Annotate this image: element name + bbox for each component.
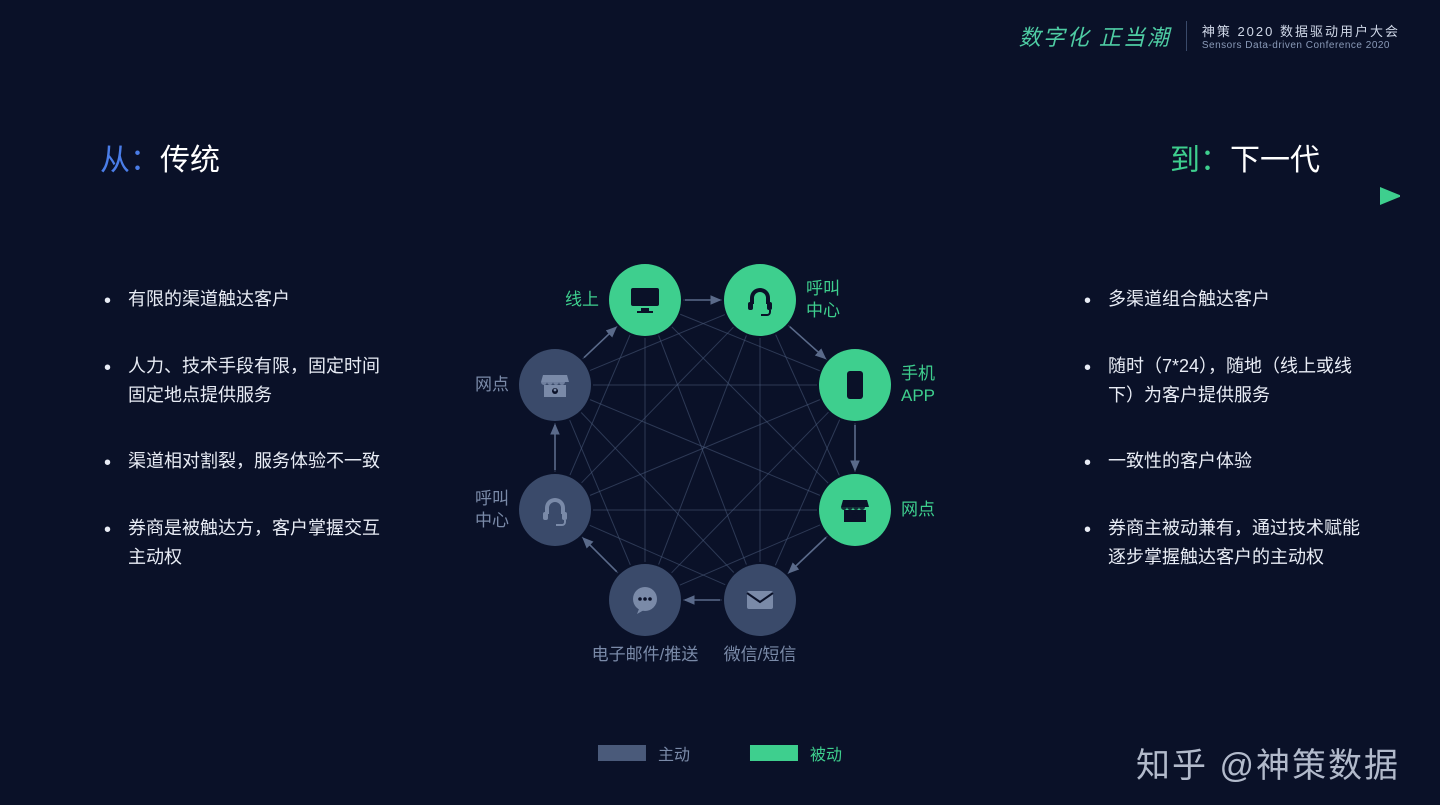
header-brand: 数字化 正当潮 神策 2020 数据驱动用户大会 Sensors Data-dr… [1019, 20, 1400, 52]
diagram-node-online: 线上 [609, 264, 681, 336]
node-label: 网点 [901, 499, 935, 521]
diagram-node-branch_l: 网点 [519, 349, 591, 421]
right-bullet-list: 多渠道组合触达客户随时（7*24），随地（线上或线下）为客户提供服务一致性的客户… [1080, 285, 1360, 572]
diagram-node-app: 手机APP [819, 349, 891, 421]
node-label: 呼叫中心 [475, 488, 509, 532]
arrow-icon [90, 185, 1400, 207]
brand-logo: 数字化 正当潮 [1019, 20, 1171, 52]
title-left-prefix: 从： [100, 144, 160, 177]
bullet-item: 渠道相对割裂，服务体验不一致 [100, 447, 380, 476]
node-label: 呼叫中心 [806, 278, 840, 322]
store-icon [519, 349, 591, 421]
headset-icon [724, 264, 796, 336]
legend-swatch-active [750, 745, 798, 761]
node-label: 线上 [565, 289, 599, 311]
diagram-node-callcenter_l: 呼叫中心 [519, 474, 591, 546]
bullet-item: 人力、技术手段有限，固定时间固定地点提供服务 [100, 352, 380, 410]
bullet-item: 随时（7*24），随地（线上或线下）为客户提供服务 [1080, 352, 1360, 410]
legend-passive-label: 主动 [658, 741, 690, 765]
title-right: 到：下一代 [1170, 135, 1320, 179]
node-label: 微信/短信 [724, 644, 797, 666]
diagram-connections [430, 255, 990, 685]
title-row: 从：传统 到：下一代 [100, 135, 1380, 179]
left-bullet-list: 有限的渠道触达客户人力、技术手段有限，固定时间固定地点提供服务渠道相对割裂，服务… [100, 285, 380, 572]
network-diagram: 线上呼叫中心网点手机APP呼叫中心网点电子邮件/推送微信/短信 [430, 255, 990, 685]
legend-swatch-passive [598, 745, 646, 761]
gradient-arrow [90, 185, 1400, 212]
title-right-main: 下一代 [1230, 144, 1320, 177]
envelope-icon [724, 564, 796, 636]
phone-icon [819, 349, 891, 421]
legend-active: 被动 [750, 741, 842, 765]
store-icon [819, 474, 891, 546]
bullet-item: 券商主被动兼有，通过技术赋能逐步掌握触达客户的主动权 [1080, 514, 1360, 572]
bullet-item: 券商是被触达方，客户掌握交互主动权 [100, 514, 380, 572]
headset-icon [519, 474, 591, 546]
title-left-main: 传统 [160, 144, 220, 177]
legend: 主动 被动 [598, 741, 842, 765]
bullet-item: 一致性的客户体验 [1080, 447, 1360, 476]
node-label: 网点 [475, 374, 509, 396]
monitor-icon [609, 264, 681, 336]
diagram-node-branch_r: 网点 [819, 474, 891, 546]
bullet-item: 有限的渠道触达客户 [100, 285, 380, 314]
node-label: 电子邮件/推送 [592, 644, 699, 666]
brand-text: 神策 2020 数据驱动用户大会 Sensors Data-driven Con… [1186, 21, 1400, 51]
diagram-node-wechat: 微信/短信 [724, 564, 796, 636]
right-column: 多渠道组合触达客户随时（7*24），随地（线上或线下）为客户提供服务一致性的客户… [1080, 285, 1360, 610]
legend-passive: 主动 [598, 741, 690, 765]
brand-text-en: Sensors Data-driven Conference 2020 [1202, 40, 1400, 51]
bullet-item: 多渠道组合触达客户 [1080, 285, 1360, 314]
watermark: 知乎 @神策数据 [1136, 738, 1400, 787]
chat-icon [609, 564, 681, 636]
title-right-prefix: 到： [1170, 144, 1230, 177]
brand-text-cn: 神策 2020 数据驱动用户大会 [1202, 21, 1400, 40]
legend-active-label: 被动 [810, 741, 842, 765]
diagram-node-email: 电子邮件/推送 [609, 564, 681, 636]
title-left: 从：传统 [100, 135, 220, 179]
left-column: 有限的渠道触达客户人力、技术手段有限，固定时间固定地点提供服务渠道相对割裂，服务… [100, 285, 380, 610]
node-label: 手机APP [901, 363, 935, 407]
diagram-node-callcenter_top: 呼叫中心 [724, 264, 796, 336]
